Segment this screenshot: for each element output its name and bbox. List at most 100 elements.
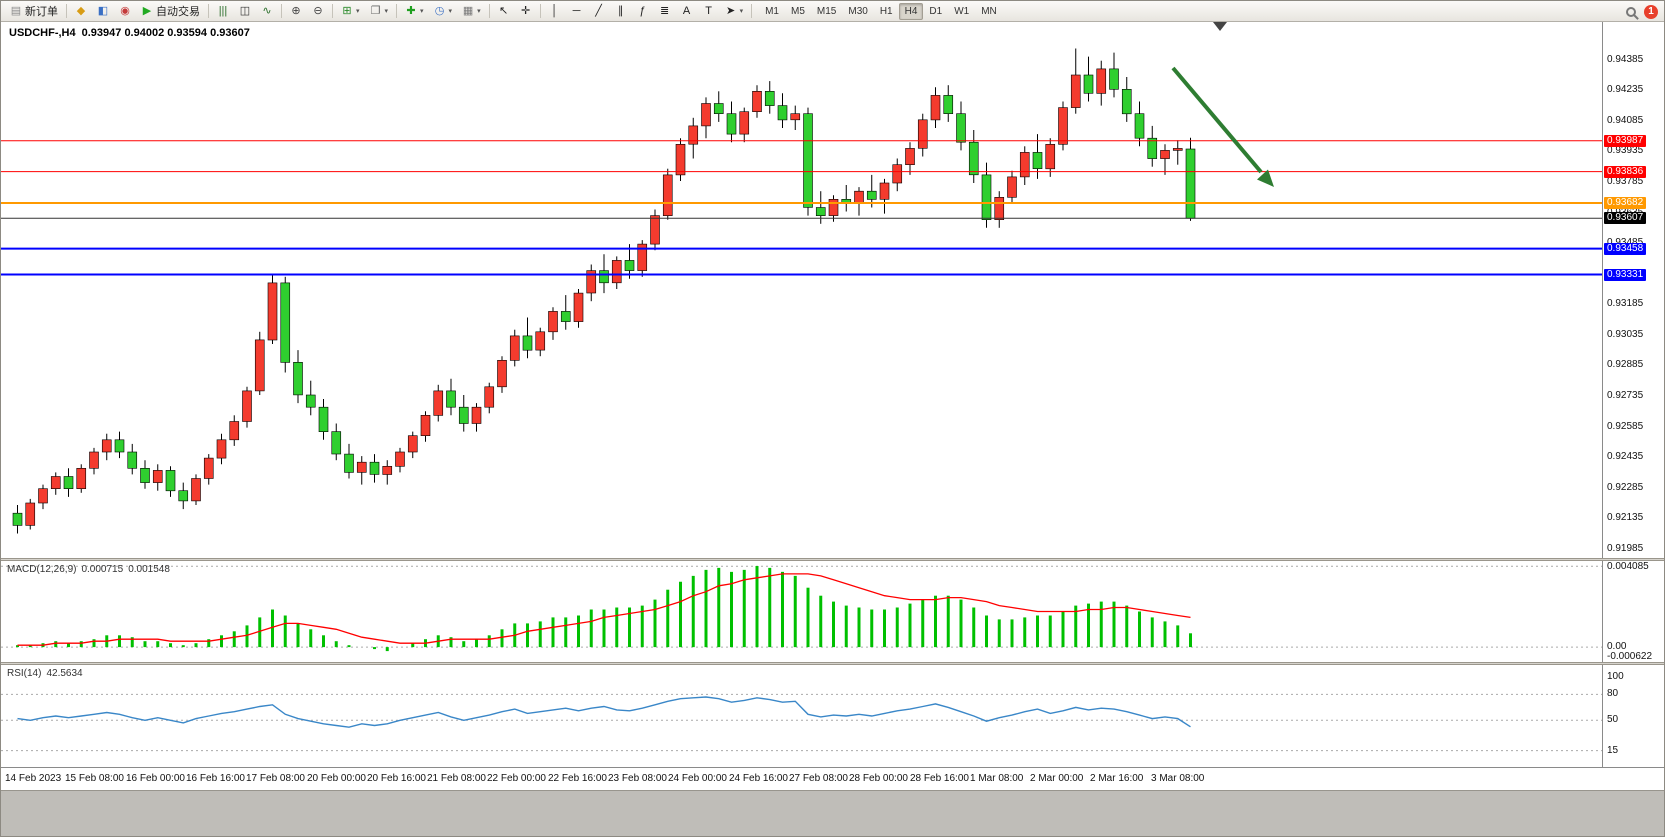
chart-shift-marker[interactable] xyxy=(1213,22,1227,31)
rsi-panel[interactable]: RSI(14) 42.5634 xyxy=(1,665,1602,767)
price-chart-panel[interactable]: USDCHF-,H4 0.93947 0.94002 0.93594 0.9360… xyxy=(1,22,1602,558)
zoom-out-button[interactable]: ⊖ xyxy=(307,3,329,19)
toolbar-separator xyxy=(66,4,67,18)
time-axis-label: 2 Mar 16:00 xyxy=(1090,773,1144,784)
time-axis-label: 2 Mar 00:00 xyxy=(1030,773,1084,784)
price-axis-label: 0.92135 xyxy=(1607,512,1644,523)
rsi-canvas[interactable] xyxy=(1,665,1602,767)
timeframe-m1-button[interactable]: M1 xyxy=(765,5,779,17)
time-axis-label: 16 Feb 16:00 xyxy=(186,773,245,784)
price-axis[interactable]: 0.94385 0.94235 0.94085 0.93935 0.93785 0.936… xyxy=(1602,22,1664,558)
periods-button[interactable]: ◷ ▾ xyxy=(429,3,458,19)
horizontal-line-button[interactable]: ─ xyxy=(566,3,588,19)
vertical-line-button[interactable]: │ xyxy=(544,3,566,19)
timeframe-d1-button[interactable]: D1 xyxy=(929,5,943,17)
charts-menu-button[interactable]: ◆ xyxy=(70,3,92,19)
toolbar: ▤ 新订单 ◆ ◧ ◉ ▶ 自动交易 ||| ◫ ∿ ⊕ ⊖ ⊞ ▾ ❐ ▾ ✚ ▾ ◷ ▾ ▦ ▾ ↖ ✛ │ ─ ╱ ∥ ƒ ≣ A T ➤… xyxy=(1,1,1664,22)
desktop-background xyxy=(1,790,1664,836)
price-axis-label: 0.94235 xyxy=(1607,84,1644,95)
cursor-button[interactable]: ↖ xyxy=(493,3,515,19)
data-window-icon: ◉ xyxy=(120,5,130,17)
label-button[interactable]: T xyxy=(698,3,720,19)
new-order-button[interactable]: ▤ 新订单 xyxy=(5,1,63,21)
panel-splitter[interactable] xyxy=(1,558,1664,561)
rsi-axis[interactable]: 100 80 50 15 xyxy=(1602,665,1664,767)
timeframe-group: M1 M5 M15 M30 H1 H4 D1 W1 MN xyxy=(759,2,1003,20)
vertical-line-icon: │ xyxy=(551,5,559,17)
timeframe-m15-button[interactable]: M15 xyxy=(816,5,837,17)
time-axis-label: 28 Feb 00:00 xyxy=(849,773,908,784)
macd-axis-label: 0.004085 xyxy=(1607,561,1649,572)
dropdown-caret-icon: ▾ xyxy=(420,8,424,15)
trend-arrow-line[interactable] xyxy=(1171,66,1263,174)
time-axis-label: 24 Feb 00:00 xyxy=(668,773,727,784)
templates-button[interactable]: ▦ ▾ xyxy=(457,3,486,19)
price-axis-label: 0.94085 xyxy=(1607,115,1644,126)
panel-splitter[interactable] xyxy=(1,662,1664,665)
zoom-in-button[interactable]: ⊕ xyxy=(285,3,307,19)
chart-symbol-period: USDCHF-,H4 xyxy=(9,27,76,39)
toolbar-buttons: ▤ 新订单 ◆ ◧ ◉ ▶ 自动交易 ||| ◫ ∿ ⊕ ⊖ ⊞ ▾ ❐ ▾ ✚ ▾ ◷ ▾ ▦ ▾ ↖ ✛ │ ─ ╱ ∥ ƒ ≣ A T ➤… xyxy=(5,1,755,21)
timeframe-m5-button[interactable]: M5 xyxy=(791,5,805,17)
crosshair-button[interactable]: ✛ xyxy=(515,3,537,19)
auto-trading-button[interactable]: ▶ 自动交易 xyxy=(136,1,205,21)
time-axis[interactable]: 14 Feb 2023 15 Feb 08:00 16 Feb 00:00 16 Fe… xyxy=(1,767,1664,790)
chart-window: USDCHF-,H4 0.93947 0.94002 0.93594 0.9360… xyxy=(1,22,1664,790)
price-axis-label: 0.93935 xyxy=(1607,145,1644,156)
trendline-button[interactable]: ╱ xyxy=(588,3,610,19)
price-tag-0.93682: 0.93682 xyxy=(1604,197,1647,209)
channel-button[interactable]: ∥ xyxy=(610,3,632,19)
macd-panel[interactable]: MACD(12,26,9) 0.000715 0.001548 xyxy=(1,561,1602,662)
line-chart-type-button[interactable]: ∿ xyxy=(256,3,278,19)
new-chart-icon: ⊞ xyxy=(342,5,352,17)
price-axis-label: 0.93485 xyxy=(1607,237,1643,248)
market-watch-button[interactable]: ◧ xyxy=(92,3,114,19)
timeframe-m30-button[interactable]: M30 xyxy=(848,5,868,17)
new-chart-button[interactable]: ⊞ ▾ xyxy=(336,3,365,19)
timeframe-w1-button[interactable]: W1 xyxy=(954,5,970,17)
rsi-axis-label: 80 xyxy=(1607,688,1619,699)
price-axis-label: 0.93785 xyxy=(1607,176,1644,187)
toolbar-separator xyxy=(539,4,541,18)
trendline-icon: ╱ xyxy=(595,5,602,17)
search-icon[interactable] xyxy=(1626,6,1636,17)
rsi-axis-label: 15 xyxy=(1607,745,1619,756)
macd-canvas[interactable] xyxy=(1,561,1602,662)
dropdown-caret-icon: ▾ xyxy=(384,8,389,15)
timeframe-h1-button[interactable]: H1 xyxy=(879,5,893,17)
toolbar-separator xyxy=(488,4,490,18)
timeframe-h4-button[interactable]: H4 xyxy=(898,2,924,20)
price-tag-0.93987: 0.93987 xyxy=(1604,135,1647,147)
horizontal-line-icon: ─ xyxy=(572,5,581,17)
data-window-button[interactable]: ◉ xyxy=(114,3,136,19)
market-watch-icon: ◧ xyxy=(97,5,109,17)
shapes-icon: ≣ xyxy=(659,5,670,17)
periods-icon: ◷ xyxy=(434,5,445,17)
arrows-tool-button[interactable]: ➤ ▾ xyxy=(720,3,749,19)
timeframe-mn-button[interactable]: MN xyxy=(981,5,997,17)
price-axis-label: 0.92585 xyxy=(1607,421,1644,432)
channel-icon: ∥ xyxy=(617,5,624,17)
candlestick-type-icon: ◫ xyxy=(239,5,251,17)
dropdown-caret-icon: ▾ xyxy=(739,8,744,15)
notification-badge[interactable]: 1 xyxy=(1644,4,1658,19)
indicators-button[interactable]: ✚ ▾ xyxy=(400,3,429,19)
macd-axis-label: -0.000622 xyxy=(1607,651,1653,662)
crosshair-icon: ✛ xyxy=(520,5,531,17)
bar-chart-type-button[interactable]: ||| xyxy=(212,3,234,19)
fibonacci-button[interactable]: ƒ xyxy=(632,3,654,19)
cursor-icon: ↖ xyxy=(498,5,509,17)
indicators-icon: ✚ xyxy=(406,5,416,17)
price-axis-label: 0.94385 xyxy=(1607,54,1644,65)
candlestick-type-button[interactable]: ◫ xyxy=(234,3,256,19)
macd-name: MACD(12,26,9) xyxy=(7,564,77,575)
shapes-button[interactable]: ≣ xyxy=(654,3,676,19)
time-axis-label: 24 Feb 16:00 xyxy=(729,773,788,784)
new-order-icon: ▤ xyxy=(10,5,22,17)
text-button[interactable]: A xyxy=(676,3,698,19)
time-axis-label: 14 Feb 2023 xyxy=(5,773,62,784)
charts-menu-icon: ◆ xyxy=(76,5,86,17)
profiles-button[interactable]: ❐ ▾ xyxy=(365,3,394,19)
macd-axis[interactable]: 0.004085 0.00 -0.000622 xyxy=(1602,561,1664,662)
price-chart-canvas[interactable] xyxy=(1,22,1602,558)
